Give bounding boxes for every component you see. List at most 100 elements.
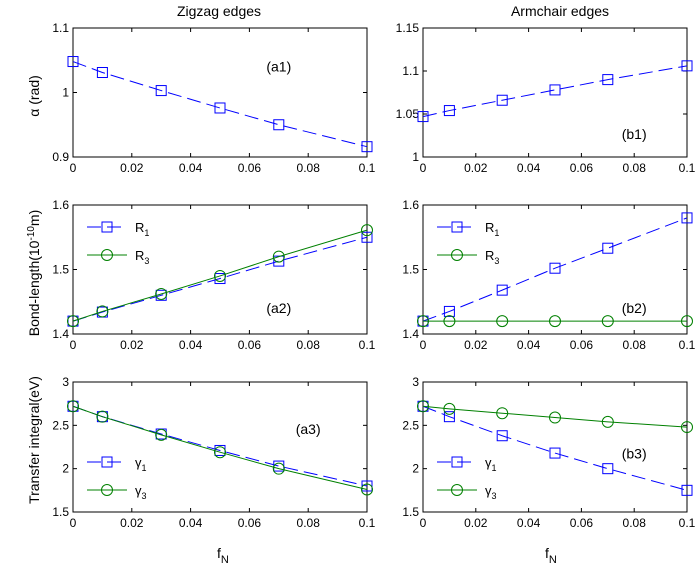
- series-line-1: [422, 65, 688, 118]
- data-point: [443, 305, 455, 317]
- legend: R1 R3: [87, 220, 149, 266]
- x-tick-label: 0.06: [570, 161, 594, 175]
- x-tick-label: 0.02: [120, 516, 144, 530]
- title-left: Zigzag edges: [177, 3, 261, 19]
- x-tick-label: 0.08: [297, 516, 321, 530]
- data-point: [602, 242, 614, 254]
- x-tick-label: 0.02: [464, 516, 488, 530]
- ylabel-row1: α (rad): [26, 75, 42, 117]
- legend-label: γ1: [485, 455, 497, 473]
- data-point: [96, 410, 109, 423]
- x-tick-label: 0: [70, 516, 77, 530]
- data-point: [443, 105, 455, 117]
- x-tick-label: 0.04: [179, 161, 203, 175]
- data-point: [417, 400, 429, 413]
- x-tick-label: 0.1: [679, 161, 696, 175]
- x-tick-label: 0.04: [517, 516, 541, 530]
- data-point: [549, 447, 561, 459]
- y-tick-label: 1.5: [52, 505, 69, 519]
- panel-label: (b2): [622, 300, 647, 316]
- legend-marker: [451, 249, 463, 261]
- y-tick-label: 1.05: [396, 107, 420, 121]
- legend: R1 R3: [437, 220, 499, 266]
- x-tick-label: 0.08: [623, 338, 647, 352]
- panel-a1: 0 0.02 0.04 0.06 0.08 0.1 0.9 1 1.1 (a1): [52, 21, 375, 175]
- legend-label: γ1: [135, 455, 147, 473]
- data-point: [96, 67, 108, 79]
- data-point: [443, 411, 455, 423]
- x-tick-label: 0.1: [359, 161, 376, 175]
- data-point: [496, 94, 508, 106]
- y-tick-label: 2.5: [402, 418, 419, 432]
- data-point: [602, 463, 614, 475]
- y-tick-label: 3: [62, 375, 69, 389]
- data-point: [67, 56, 79, 68]
- axes-frame: [422, 381, 688, 513]
- y-tick-label: 1: [62, 86, 69, 100]
- x-tick-label: 0: [70, 338, 77, 352]
- data-point: [155, 85, 167, 97]
- data-point: [549, 411, 561, 424]
- series-line-1: [72, 61, 368, 148]
- x-tick-label: 0.06: [238, 516, 262, 530]
- data-point: [214, 446, 226, 459]
- y-tick-label: 0.9: [52, 150, 69, 164]
- x-tick-label: 0: [420, 338, 427, 352]
- x-tick-label: 0.02: [464, 161, 488, 175]
- legend-label: R3: [485, 248, 499, 266]
- x-tick-label: 0: [70, 161, 77, 175]
- panel-label: (a1): [266, 59, 291, 75]
- y-tick-label: 2: [412, 462, 419, 476]
- legend-marker: [101, 221, 113, 233]
- x-tick-label: 0.04: [517, 338, 541, 352]
- legend: γ1 γ3: [87, 455, 147, 501]
- data-point: [361, 231, 373, 243]
- y-tick-label: 1.15: [396, 21, 420, 35]
- data-point: [681, 484, 693, 496]
- series-line-1: [72, 405, 368, 487]
- series-line-2: [72, 229, 368, 322]
- data-point: [602, 74, 614, 86]
- data-point: [272, 250, 285, 263]
- panel-b2: 0 0.02 0.04 0.06 0.08 0.1 1.4 1.5 1.6 (b2) R1 R3: [402, 198, 695, 352]
- data-point: [417, 315, 429, 328]
- data-point: [67, 315, 79, 328]
- x-tick-label: 0.04: [517, 161, 541, 175]
- x-tick-label: 0.1: [679, 338, 696, 352]
- xlabel-left: fN: [217, 545, 229, 566]
- x-tick-label: 0.04: [179, 516, 203, 530]
- x-tick-label: 0.02: [120, 161, 144, 175]
- legend-marker: [451, 221, 463, 233]
- y-tick-label: 1: [412, 150, 419, 164]
- data-point: [681, 421, 693, 434]
- data-point: [443, 402, 456, 415]
- ylabel-row2: Bond-length(10-10m): [26, 210, 42, 337]
- panel-a2: 0 0.02 0.04 0.06 0.08 0.1 1.4 1.5 1.6 (a2) R1 R3: [52, 198, 375, 352]
- y-tick-label: 2.5: [52, 418, 69, 432]
- y-tick-label: 1.5: [402, 263, 419, 277]
- panel-label: (b1): [622, 126, 647, 142]
- x-tick-label: 0.06: [238, 338, 262, 352]
- x-tick-label: 0.1: [679, 516, 696, 530]
- data-point: [214, 102, 226, 114]
- data-point: [155, 288, 168, 301]
- x-tick-label: 0.02: [120, 338, 144, 352]
- data-point: [601, 415, 614, 428]
- y-tick-label: 1.1: [52, 21, 69, 35]
- legend-label: R1: [485, 220, 499, 238]
- series-line-2: [422, 405, 688, 428]
- x-tick-label: 0.06: [570, 338, 594, 352]
- data-point: [361, 141, 373, 153]
- data-point: [549, 315, 561, 328]
- series-line-2: [72, 405, 368, 490]
- x-tick-label: 0.08: [623, 516, 647, 530]
- legend-label: γ3: [485, 483, 497, 501]
- data-point: [496, 284, 508, 296]
- data-point: [601, 315, 614, 328]
- data-point: [417, 111, 429, 123]
- panel-label: (a2): [266, 300, 291, 316]
- data-point: [96, 305, 109, 318]
- axes-frame: [422, 204, 688, 335]
- axes-frame: [422, 27, 688, 158]
